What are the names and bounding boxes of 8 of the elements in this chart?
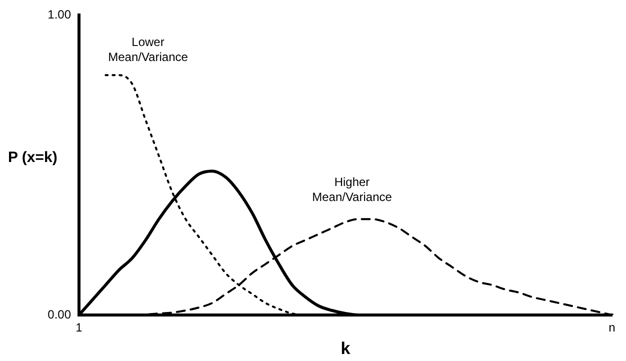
y-tick-label: 1.00: [48, 8, 72, 22]
annotation: Lower Mean/Variance: [108, 34, 188, 64]
annotation: Higher Mean/Variance: [312, 174, 392, 204]
y-tick-label: 0.00: [48, 307, 72, 322]
x-axis-title: k: [340, 339, 351, 358]
x-tick-label: 1: [76, 320, 83, 335]
y-axis-title: P (x=k): [8, 149, 58, 166]
x-tick-label: n: [608, 320, 616, 335]
